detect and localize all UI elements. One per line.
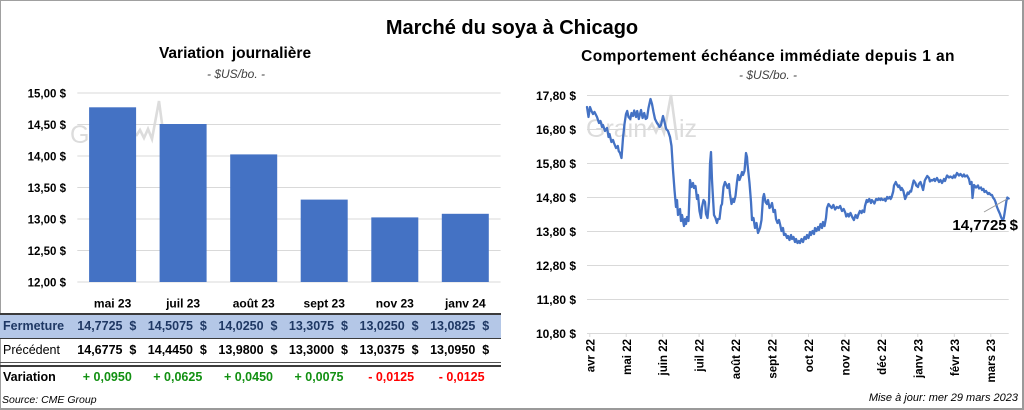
svg-text:août 23: août 23: [233, 297, 275, 311]
svg-text:janv 24: janv 24: [444, 297, 486, 311]
svg-text:mars 23: mars 23: [986, 339, 998, 382]
svg-text:14,80 $: 14,80 $: [536, 191, 576, 205]
svg-text:nov 23: nov 23: [376, 297, 414, 311]
svg-text:15,00 $: 15,00 $: [28, 88, 67, 100]
svg-text:17,80 $: 17,80 $: [536, 89, 576, 103]
svg-text:juil 22: juil 22: [695, 339, 707, 373]
svg-text:12,50 $: 12,50 $: [28, 246, 67, 258]
svg-text:12,80 $: 12,80 $: [536, 259, 576, 273]
svg-text:mai 23: mai 23: [94, 297, 132, 311]
svg-text:12,00 $: 12,00 $: [28, 277, 67, 289]
svg-text:oct 22: oct 22: [804, 339, 816, 372]
svg-text:août 22: août 22: [731, 339, 743, 379]
svg-text:janv 23: janv 23: [913, 339, 925, 379]
svg-text:févr 23: févr 23: [950, 339, 962, 376]
svg-text:juin 22: juin 22: [658, 339, 670, 376]
svg-text:mai 22: mai 22: [622, 339, 634, 375]
svg-text:nov 22: nov 22: [841, 339, 853, 375]
svg-text:10,80 $: 10,80 $: [536, 327, 576, 341]
svg-text:juil 23: juil 23: [165, 297, 200, 311]
svg-text:13,00 $: 13,00 $: [28, 214, 67, 226]
svg-text:14,50 $: 14,50 $: [28, 120, 67, 132]
svg-text:14,7725 $: 14,7725 $: [952, 217, 1018, 234]
svg-text:14,00 $: 14,00 $: [28, 151, 67, 163]
svg-text:sept 22: sept 22: [768, 339, 780, 379]
svg-text:déc 22: déc 22: [877, 339, 889, 375]
svg-text:13,50 $: 13,50 $: [28, 183, 67, 195]
svg-text:11,80 $: 11,80 $: [537, 293, 577, 307]
svg-text:13,80 $: 13,80 $: [536, 225, 576, 239]
svg-text:sept 23: sept 23: [304, 297, 346, 311]
svg-text:16,80 $: 16,80 $: [536, 123, 576, 137]
svg-text:avr 22: avr 22: [585, 339, 597, 372]
svg-text:15,80 $: 15,80 $: [536, 157, 576, 171]
